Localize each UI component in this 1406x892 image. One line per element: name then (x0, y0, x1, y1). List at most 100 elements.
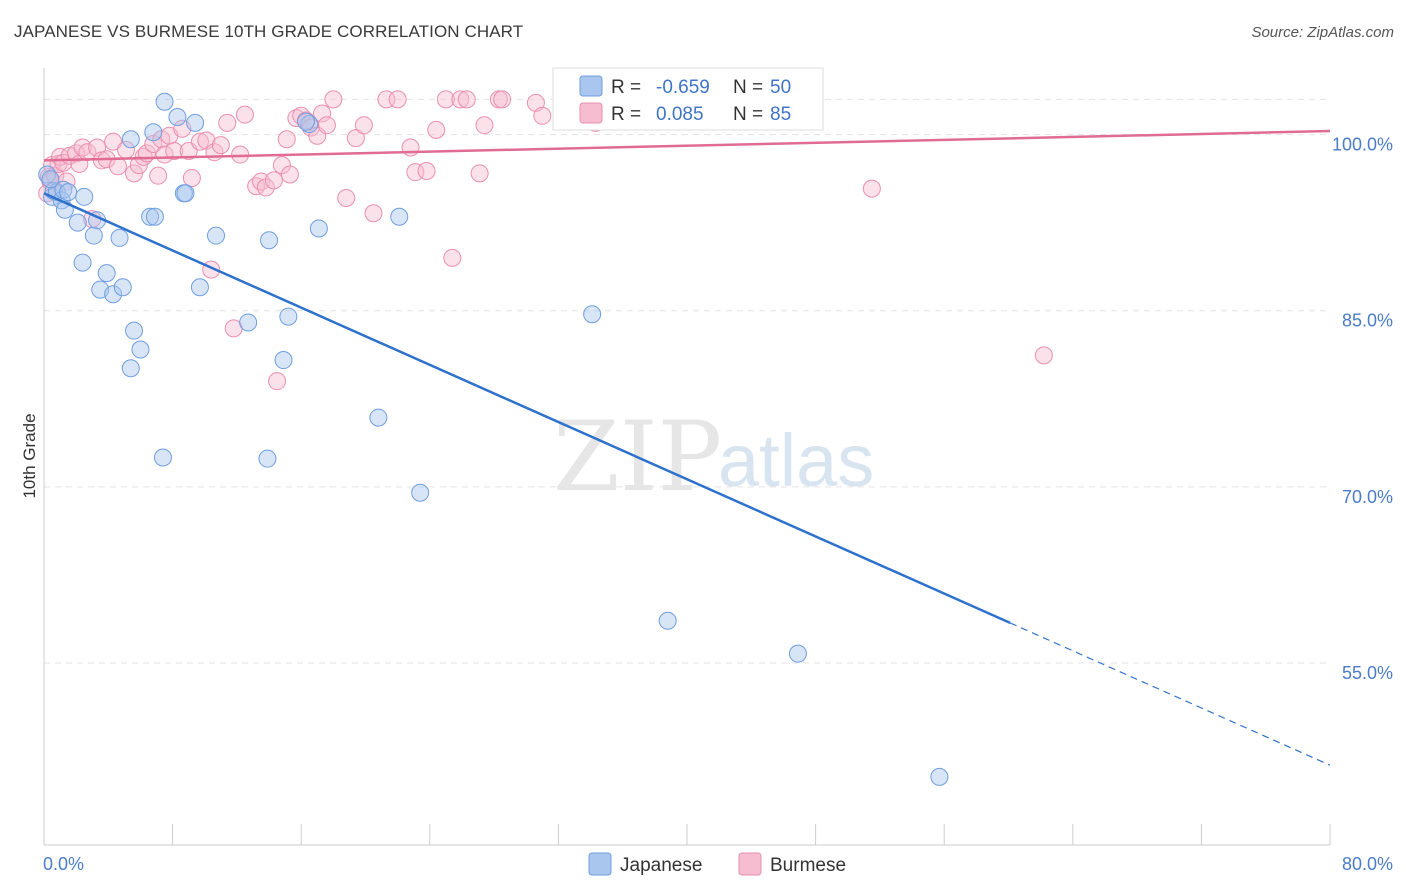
japanese-point (930, 767, 949, 786)
watermark-atlas: atlas (718, 419, 874, 502)
y-tick-label: 55.0% (1342, 663, 1393, 683)
y-axis-label: 10th Grade (20, 413, 39, 498)
burmese-point (149, 166, 168, 185)
legend-japanese-swatch (588, 852, 612, 876)
burmese-trend-line (43, 129, 1331, 162)
burmese-point (104, 132, 123, 151)
japanese-point (145, 207, 164, 226)
y-tick-label: 100.0% (1332, 135, 1393, 155)
burmese-point (470, 164, 489, 183)
burmese-legend-swatch (579, 102, 603, 124)
japanese-point (121, 130, 140, 149)
japanese-n-label: N = (733, 77, 763, 98)
japanese-point (369, 408, 388, 427)
series-legend: Japanese Burmese (588, 852, 846, 876)
japanese-point (113, 278, 132, 297)
y-tick-label: 85.0% (1342, 311, 1393, 331)
japanese-point (41, 170, 60, 189)
burmese-n-label: N = (733, 104, 763, 125)
japanese-points (38, 92, 949, 786)
burmese-point (54, 153, 73, 172)
burmese-point (354, 116, 373, 135)
burmese-point (264, 171, 283, 190)
burmese-r-label: R = (611, 104, 641, 125)
burmese-point (165, 142, 184, 161)
japanese-point (309, 219, 328, 238)
grid-lines (44, 98, 1330, 664)
burmese-point (317, 116, 336, 135)
japanese-point (658, 611, 677, 630)
burmese-point (324, 90, 343, 109)
burmese-point (218, 113, 237, 132)
japanese-point (144, 123, 163, 142)
y-tick-labels: 55.0% 70.0% 85.0% 100.0% (1332, 135, 1393, 683)
burmese-point (108, 157, 127, 176)
burmese-point (182, 169, 201, 188)
japanese-point (125, 321, 144, 340)
japanese-r-value: -0.659 (656, 77, 710, 98)
legend-burmese-label: Burmese (770, 855, 846, 876)
japanese-point (300, 115, 319, 134)
trend-lines (43, 129, 1331, 766)
burmese-point (337, 188, 356, 207)
burmese-point (364, 204, 383, 223)
x-tick-labels: 0.0% 80.0% (43, 854, 1393, 874)
japanese-point (73, 253, 92, 272)
japanese-point (168, 107, 187, 126)
burmese-point (401, 138, 420, 157)
japanese-r-label: R = (611, 77, 641, 98)
japanese-point (176, 184, 195, 203)
japanese-point (104, 285, 123, 304)
chart-title: JAPANESE VS BURMESE 10TH GRADE CORRELATI… (14, 22, 524, 41)
japanese-point (239, 313, 258, 332)
burmese-point (346, 129, 365, 148)
japanese-point (68, 213, 87, 232)
japanese-point (84, 226, 103, 245)
japanese-point (297, 112, 316, 131)
legend-japanese-label: Japanese (620, 855, 702, 876)
burmese-point (417, 161, 436, 180)
japanese-point (274, 351, 293, 370)
japanese-point (121, 359, 140, 378)
burmese-point (277, 130, 296, 149)
japanese-point (788, 644, 807, 663)
burmese-point (211, 136, 230, 155)
japanese-point (141, 207, 160, 226)
japanese-point (153, 448, 172, 467)
x-tick-label: 0.0% (43, 854, 84, 874)
burmese-point (235, 105, 254, 124)
burmese-point (190, 132, 209, 151)
japanese-point (390, 207, 409, 226)
source-label: Source: ZipAtlas.com (1251, 24, 1394, 41)
japanese-point (258, 449, 277, 468)
burmese-point (231, 145, 250, 164)
japanese-point (131, 340, 150, 359)
japanese-point (75, 187, 94, 206)
burmese-point (427, 120, 446, 139)
japanese-point (583, 305, 602, 324)
burmese-point (443, 248, 462, 267)
burmese-point (78, 143, 97, 162)
burmese-point (436, 90, 455, 109)
japanese-point (38, 165, 57, 184)
burmese-point (457, 90, 476, 109)
burmese-point (451, 90, 470, 109)
burmese-r-value: 0.085 (656, 104, 704, 125)
japanese-trend-extension (1009, 622, 1331, 766)
watermark: ZIP atlas (553, 401, 874, 513)
burmese-points (38, 90, 1053, 391)
burmese-point (268, 372, 287, 391)
japanese-point (186, 113, 205, 132)
japanese-n-value: 50 (770, 77, 791, 98)
burmese-point (252, 172, 271, 191)
burmese-point (475, 116, 494, 135)
burmese-point (533, 106, 552, 125)
japanese-point (260, 231, 279, 250)
x-tick-label: 80.0% (1342, 854, 1393, 874)
burmese-point (493, 90, 512, 109)
japanese-trend-line (43, 192, 1011, 625)
japanese-legend-swatch (579, 75, 603, 97)
burmese-point (125, 164, 144, 183)
burmese-n-value: 85 (770, 104, 791, 125)
